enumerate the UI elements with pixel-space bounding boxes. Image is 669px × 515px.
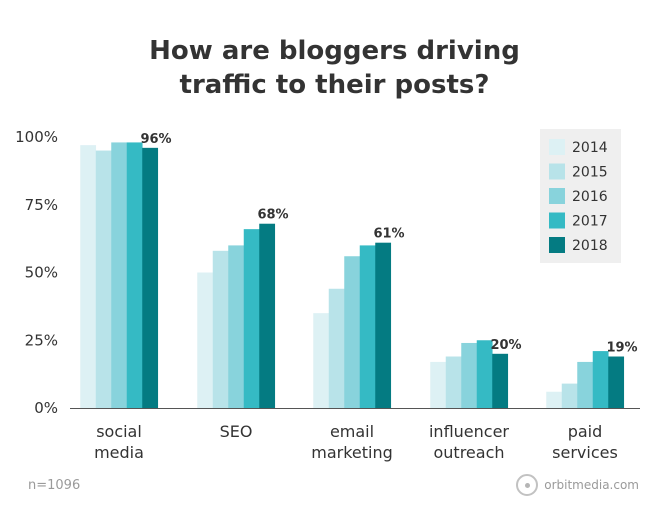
bar-2015-4	[561, 383, 578, 408]
x-category-label: email	[330, 422, 374, 441]
y-tick-label: 0%	[34, 399, 58, 417]
data-label: 68%	[257, 208, 288, 223]
chart-title-line-1: How are bloggers driving	[149, 36, 520, 66]
bar-2015-0	[95, 150, 112, 409]
bar-2018-4	[608, 356, 625, 408]
bar-2017-1	[243, 229, 260, 408]
x-category-label: SEO	[220, 422, 253, 441]
bar-2016-2	[344, 256, 361, 408]
legend-swatch-2018	[549, 237, 565, 253]
bar-2017-3	[476, 340, 493, 408]
bar-2014-2	[313, 313, 330, 408]
legend-swatch-2016	[549, 188, 565, 204]
bar-2014-1	[197, 272, 214, 408]
bar-2018-0	[142, 147, 159, 408]
bar-2016-1	[228, 245, 245, 408]
legend-label: 2018	[572, 238, 608, 254]
y-tick-label: 75%	[25, 196, 58, 214]
data-label: 96%	[140, 132, 171, 147]
bar-2015-2	[328, 288, 345, 408]
legend-swatch-2017	[549, 212, 565, 229]
y-tick-label: 100%	[15, 128, 58, 146]
data-label: 19%	[606, 341, 637, 356]
bar-2017-0	[126, 142, 143, 409]
sample-size-note: n=1096	[28, 478, 81, 493]
brand-watermark: orbitmedia.com	[516, 474, 639, 496]
x-category-label: influencer	[429, 422, 509, 441]
bar-2014-4	[546, 391, 563, 408]
chart-title-line-2: traffic to their posts?	[179, 70, 490, 100]
bar-2016-4	[577, 361, 594, 408]
y-tick-label: 50%	[25, 264, 58, 282]
legend-label: 2017	[572, 214, 608, 230]
x-category-label: social	[96, 422, 142, 441]
x-category-label: paid	[568, 422, 603, 441]
x-category-label: media	[94, 443, 144, 462]
legend-label: 2014	[572, 140, 608, 156]
x-category-label: services	[552, 443, 618, 462]
brand-text: orbitmedia.com	[544, 478, 639, 492]
bar-2018-3	[492, 353, 509, 408]
bar-2017-2	[359, 245, 376, 408]
bar-2016-0	[111, 142, 128, 409]
bar-2014-0	[80, 145, 97, 408]
legend-swatch-2014	[549, 139, 565, 155]
legend-swatch-2015	[549, 163, 565, 180]
chart-title: How are bloggers driving traffic to thei…	[0, 34, 669, 102]
bar-2014-3	[430, 361, 447, 408]
x-category-label: outreach	[433, 443, 504, 462]
legend-label: 2016	[572, 189, 608, 205]
y-tick-label: 25%	[25, 331, 58, 349]
orbit-logo-icon	[516, 474, 539, 496]
bar-2017-4	[592, 351, 609, 408]
data-label: 20%	[490, 338, 521, 353]
bar-2015-3	[445, 356, 462, 408]
x-category-label: marketing	[311, 443, 393, 462]
bar-2016-3	[461, 342, 478, 408]
bar-2018-1	[259, 223, 276, 408]
legend-label: 2015	[572, 165, 608, 181]
bar-2015-1	[212, 250, 229, 408]
data-label: 61%	[373, 227, 404, 242]
bar-2018-2	[375, 242, 392, 408]
